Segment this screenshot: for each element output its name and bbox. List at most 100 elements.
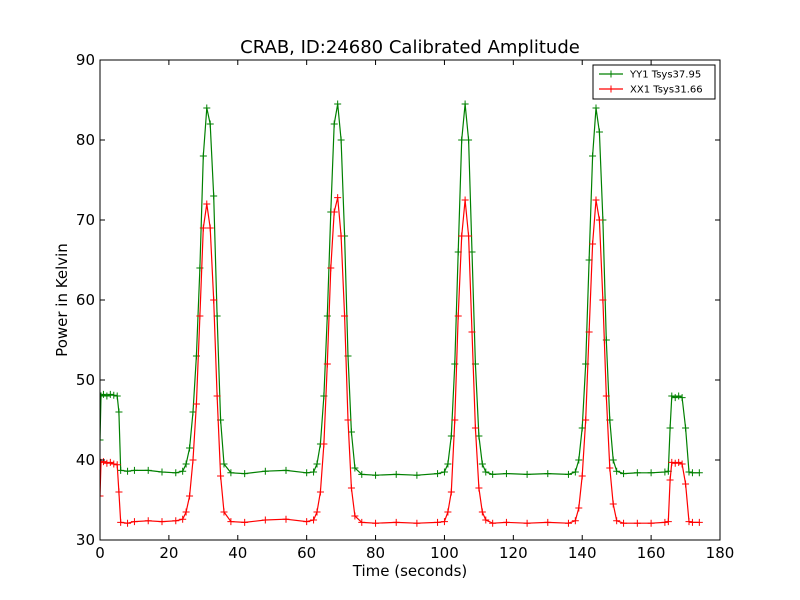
data-point [282, 466, 290, 474]
data-point [523, 519, 531, 527]
data-point [103, 392, 111, 400]
data-point [337, 232, 345, 240]
data-point [633, 519, 641, 527]
data-point [210, 296, 218, 304]
data-point [475, 432, 483, 440]
data-point [117, 518, 125, 526]
plot-area [99, 59, 721, 541]
data-point [203, 104, 211, 112]
x-tick-label: 100 [430, 544, 459, 562]
data-point [440, 518, 448, 526]
data-point [633, 469, 641, 477]
data-point [678, 394, 686, 402]
x-tick-label: 140 [568, 544, 597, 562]
data-point [392, 470, 400, 478]
data-point [313, 508, 321, 516]
data-point [482, 516, 490, 524]
data-point [220, 460, 228, 468]
data-point [217, 472, 225, 480]
data-point [413, 471, 421, 479]
data-point [172, 517, 180, 525]
data-point [647, 519, 655, 527]
data-point [578, 424, 586, 432]
data-point [106, 458, 114, 466]
x-tick-label: 0 [95, 544, 105, 562]
data-point [341, 312, 349, 320]
x-tick-label: 20 [159, 544, 178, 562]
data-point [695, 518, 703, 526]
x-tick-label: 120 [499, 544, 528, 562]
data-point [115, 488, 123, 496]
x-tick-label: 80 [366, 544, 385, 562]
data-point [282, 515, 290, 523]
x-tick-label: 60 [297, 544, 316, 562]
data-point [206, 224, 214, 232]
data-point [489, 519, 497, 527]
legend: YY1 Tsys37.95 XX1 Tsys31.66 [592, 64, 716, 100]
data-point [220, 508, 228, 516]
data-point [454, 312, 462, 320]
data-point [130, 518, 138, 526]
data-point [440, 468, 448, 476]
data-point [582, 416, 590, 424]
data-point [323, 360, 331, 368]
data-point [482, 468, 490, 476]
data-point [117, 466, 125, 474]
data-point [303, 469, 311, 477]
data-point [685, 468, 693, 476]
data-point [502, 470, 510, 478]
data-point [330, 120, 338, 128]
data-point [100, 458, 107, 466]
data-point [334, 194, 342, 202]
data-point [330, 208, 338, 216]
data-point [564, 519, 572, 527]
data-point [523, 470, 531, 478]
data-point [310, 468, 318, 476]
data-point [668, 458, 676, 466]
data-point [688, 518, 696, 526]
data-point [575, 504, 583, 512]
data-point [606, 464, 614, 472]
data-point [444, 508, 452, 516]
data-point [199, 152, 207, 160]
y-tick-label: 70 [76, 211, 95, 229]
data-point [666, 424, 674, 432]
data-point [186, 444, 194, 452]
data-point [313, 460, 321, 468]
data-point [334, 100, 342, 108]
data-point [351, 512, 359, 520]
data-point [316, 488, 324, 496]
legend-label-2: XX1 Tsys31.66 [630, 85, 703, 96]
data-point [609, 500, 617, 508]
data-point [310, 516, 318, 524]
data-point [144, 466, 152, 474]
data-point [478, 460, 486, 468]
data-point [578, 472, 586, 480]
data-point [502, 518, 510, 526]
data-point [100, 390, 107, 398]
y-tick-label: 50 [76, 371, 95, 389]
data-point [372, 471, 380, 479]
data-point [661, 468, 669, 476]
data-point [592, 196, 600, 204]
data-point [110, 391, 118, 399]
data-point [124, 519, 132, 527]
data-point [675, 458, 683, 466]
data-point [434, 518, 442, 526]
data-point [303, 518, 311, 526]
data-point [113, 392, 121, 400]
data-point [620, 519, 628, 527]
data-point [475, 484, 483, 492]
data-point [685, 518, 693, 526]
data-point [447, 488, 455, 496]
data-point [465, 136, 473, 144]
data-point [688, 469, 696, 477]
data-point [327, 264, 335, 272]
x-tick-label: 180 [706, 544, 735, 562]
data-point [595, 128, 603, 136]
data-point [392, 518, 400, 526]
data-point [100, 436, 104, 444]
data-point [351, 464, 359, 472]
data-point [320, 440, 328, 448]
